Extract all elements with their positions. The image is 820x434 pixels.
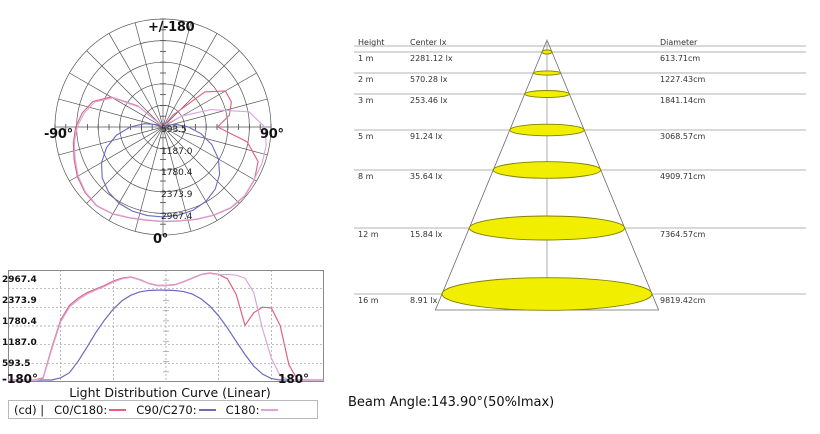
beam-cone-diagram: Height Center lx Diameter 1 m 2281.12 lx 6… [340, 0, 820, 434]
legend-entry-c180: C180: [216, 403, 279, 417]
linear-y-label-2: 2373.9 [2, 296, 37, 306]
legend-label-c90-c270: C90/C270: [136, 402, 197, 417]
beam-column-header-center-lx: Center lx [410, 38, 447, 47]
beam-row-diameter-6: 7364.57cm [660, 230, 706, 239]
beam-row-diameter-7: 9819.42cm [660, 296, 706, 305]
beam-row-diameter-1: 613.71cm [660, 54, 701, 63]
beam-row-height-3: 3 m [358, 96, 374, 105]
polar-radial-label-3: 1780.4 [161, 168, 193, 178]
beam-row-center-lx-5: 35.64 lx [410, 172, 443, 181]
beam-row-height-4: 5 m [358, 132, 374, 141]
linear-y-label-5: 593.5 [2, 359, 31, 369]
polar-label-plus-90: 90° [260, 127, 284, 142]
polar-radial-label-5: 2967.4 [161, 212, 193, 222]
beam-diagram-graphic [354, 38, 806, 311]
linear-chart-title: Light Distribution Curve (Linear) [69, 385, 271, 400]
linear-curves [8, 272, 324, 381]
beam-row-center-lx-1: 2281.12 lx [410, 54, 453, 63]
linear-grid [8, 270, 324, 382]
legend-swatch-c180 [261, 408, 279, 411]
linear-chart-graphic [8, 270, 324, 382]
beam-row-center-lx-2: 570.28 lx [410, 75, 448, 84]
legend-unit-label: (cd) | [14, 402, 45, 417]
beam-row-center-lx-6: 15.84 lx [410, 230, 443, 239]
polar-radial-label-1: 593.5 [161, 125, 187, 135]
beam-angle-label: Beam Angle:143.90°(50%Imax) [348, 395, 555, 410]
beam-column-header-height: Height [358, 38, 385, 47]
beam-row-height-6: 12 m [358, 230, 379, 239]
legend-entry-c0-c180: C0/C180: [44, 402, 127, 417]
beam-ellipses [441, 49, 653, 311]
linear-x-label-minus-180: -180° [2, 372, 39, 386]
legend-label-c180: C180: [225, 402, 260, 417]
linear-distribution-chart: 2967.4 2373.9 1780.4 1187.0 593.5 -180° … [0, 262, 340, 434]
polar-label-180: +/-180 [148, 20, 195, 35]
beam-row-center-lx-7: 8.91 lx [410, 296, 438, 305]
beam-row-height-2: 2 m [358, 75, 374, 84]
polar-label-zero: 0° [153, 232, 168, 247]
polar-radial-label-2: 1187.0 [161, 147, 193, 157]
polar-label-minus-90: -90° [44, 127, 73, 142]
polar-radial-label-4: 2373.9 [161, 190, 193, 200]
beam-row-center-lx-3: 253.46 lx [410, 96, 448, 105]
linear-y-label-4: 1187.0 [2, 338, 37, 348]
beam-row-diameter-3: 1841.14cm [660, 96, 706, 105]
legend-label-c0-c180: C0/C180: [54, 402, 108, 417]
beam-row-diameter-4: 3068.57cm [660, 132, 706, 141]
legend-entry-c90-c270: C90/C270: [126, 402, 216, 417]
beam-row-height-5: 8 m [358, 172, 374, 181]
beam-row-diameter-5: 4909.71cm [660, 172, 706, 181]
beam-row-diameter-2: 1227.43cm [660, 75, 706, 84]
linear-y-label-1: 2967.4 [2, 275, 37, 285]
beam-row-height-1: 1 m [358, 54, 374, 63]
beam-row-height-7: 16 m [358, 296, 379, 305]
linear-x-label-plus-180: 180° [278, 372, 310, 386]
beam-column-header-diameter: Diameter [660, 38, 698, 47]
polar-distribution-chart: +/-180 -90° 90° 0° 593.5 1187.0 1780.4 2… [0, 0, 340, 262]
polar-curves [72, 90, 267, 223]
polar-chart-graphic [54, 18, 272, 236]
beam-row-center-lx-4: 91.24 lx [410, 132, 443, 141]
legend-swatch-c90-c270 [198, 408, 216, 411]
linear-chart-legend: (cd) | C0/C180: C90/C270: C180: [8, 400, 318, 419]
linear-y-label-3: 1780.4 [2, 317, 37, 327]
polar-grid [54, 18, 272, 236]
legend-swatch-c0-c180 [109, 408, 127, 411]
